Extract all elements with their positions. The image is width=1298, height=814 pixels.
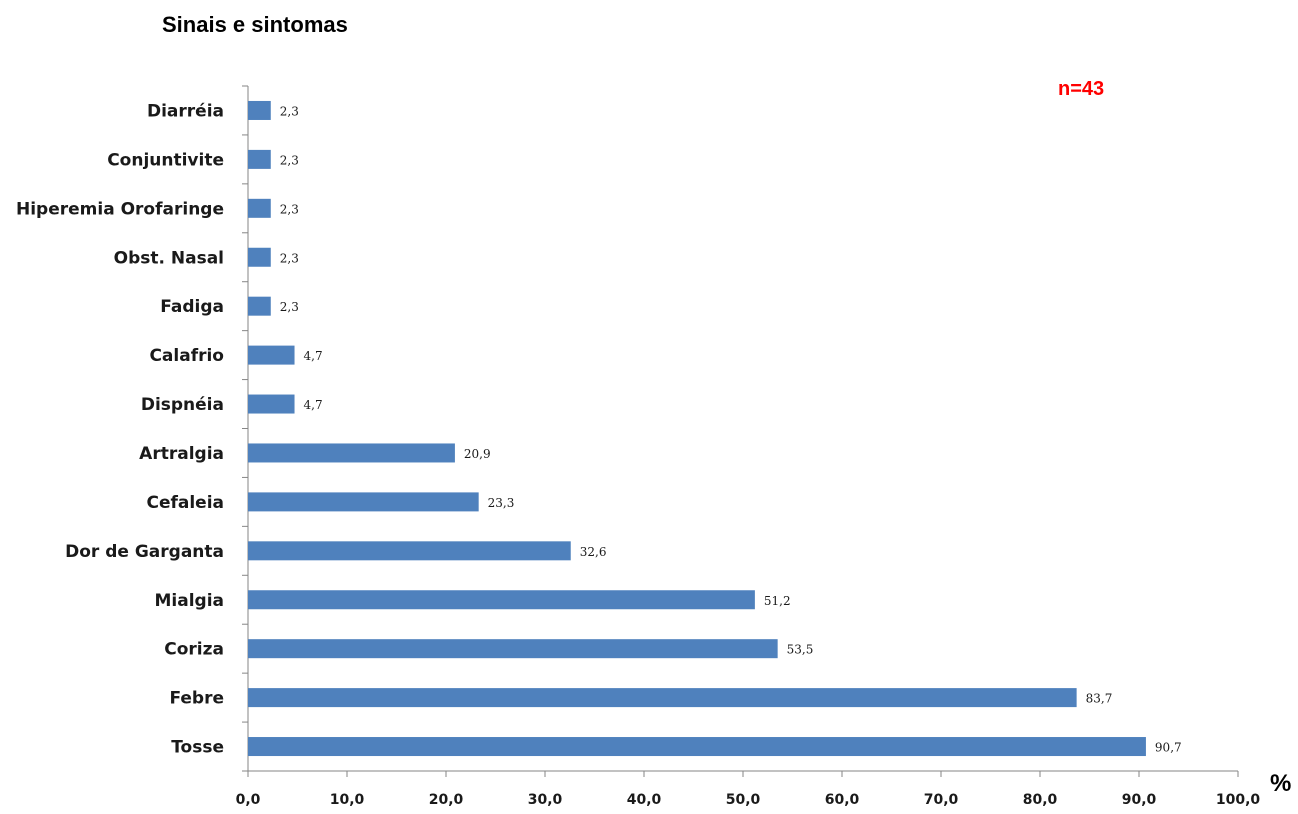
- category-label: Calafrio: [149, 346, 224, 366]
- category-label: Obst. Nasal: [114, 248, 224, 268]
- data-label: 51,2: [764, 594, 791, 608]
- category-label: Hiperemia Orofaringe: [16, 199, 224, 219]
- bar: [248, 443, 455, 463]
- data-label: 20,9: [464, 447, 491, 461]
- category-label: Dor de Garganta: [65, 542, 224, 562]
- x-tick-label: 10,0: [330, 792, 365, 808]
- bar: [248, 541, 571, 561]
- bar: [248, 149, 271, 169]
- x-axis-unit-label: %: [1270, 770, 1292, 797]
- x-tick-label: 60,0: [825, 792, 860, 808]
- bar: [248, 737, 1146, 757]
- data-label: 32,6: [580, 545, 607, 559]
- x-tick-label: 40,0: [627, 792, 662, 808]
- bar: [248, 492, 479, 512]
- data-label: 23,3: [488, 496, 515, 510]
- x-tick-label: 20,0: [429, 792, 464, 808]
- bar: [248, 590, 755, 610]
- bar: [248, 639, 778, 659]
- category-label: Artralgia: [139, 444, 224, 464]
- category-label: Coriza: [164, 640, 224, 660]
- data-label: 2,3: [280, 300, 299, 314]
- x-tick-label: 0,0: [236, 792, 261, 808]
- category-label: Tosse: [171, 738, 224, 758]
- category-label: Mialgia: [154, 591, 224, 611]
- sample-size-annotation: n=43: [1058, 78, 1105, 100]
- bar: [248, 198, 271, 218]
- category-label: Cefaleia: [146, 493, 224, 513]
- data-label: 4,7: [304, 349, 323, 363]
- bars-group: [248, 100, 1146, 757]
- bar: [248, 345, 295, 365]
- bar: [248, 247, 271, 267]
- bar: [248, 394, 295, 414]
- data-label: 2,3: [280, 202, 299, 216]
- data-label: 53,5: [787, 643, 814, 657]
- data-label: 2,3: [280, 153, 299, 167]
- x-tick-label: 50,0: [726, 792, 761, 808]
- category-label: Conjuntivite: [107, 150, 224, 170]
- chart-axes: [242, 85, 1239, 777]
- x-tick-label: 100,0: [1216, 792, 1261, 808]
- category-label: Diarréia: [147, 101, 224, 121]
- labels-group: 0,0 10,0 20,0 30,0 40,0 50,0 60,0 70,0 80,0 90,0 1…: [16, 101, 1260, 808]
- data-label: 2,3: [280, 104, 299, 118]
- x-tick-label: 70,0: [924, 792, 959, 808]
- data-label: 83,7: [1086, 692, 1113, 706]
- data-label: 90,7: [1155, 741, 1182, 755]
- data-label: 4,7: [304, 398, 323, 412]
- bar: [248, 296, 271, 316]
- x-tick-label: 90,0: [1122, 792, 1157, 808]
- data-label: 2,3: [280, 251, 299, 265]
- x-tick-label: 80,0: [1023, 792, 1058, 808]
- category-label: Fadiga: [160, 297, 224, 317]
- category-label: Dispnéia: [141, 395, 224, 415]
- category-label: Febre: [169, 689, 224, 709]
- chart-title: Sinais e sintomas: [162, 12, 348, 37]
- x-tick-label: 30,0: [528, 792, 563, 808]
- bar: [248, 688, 1077, 708]
- bar: [248, 100, 271, 120]
